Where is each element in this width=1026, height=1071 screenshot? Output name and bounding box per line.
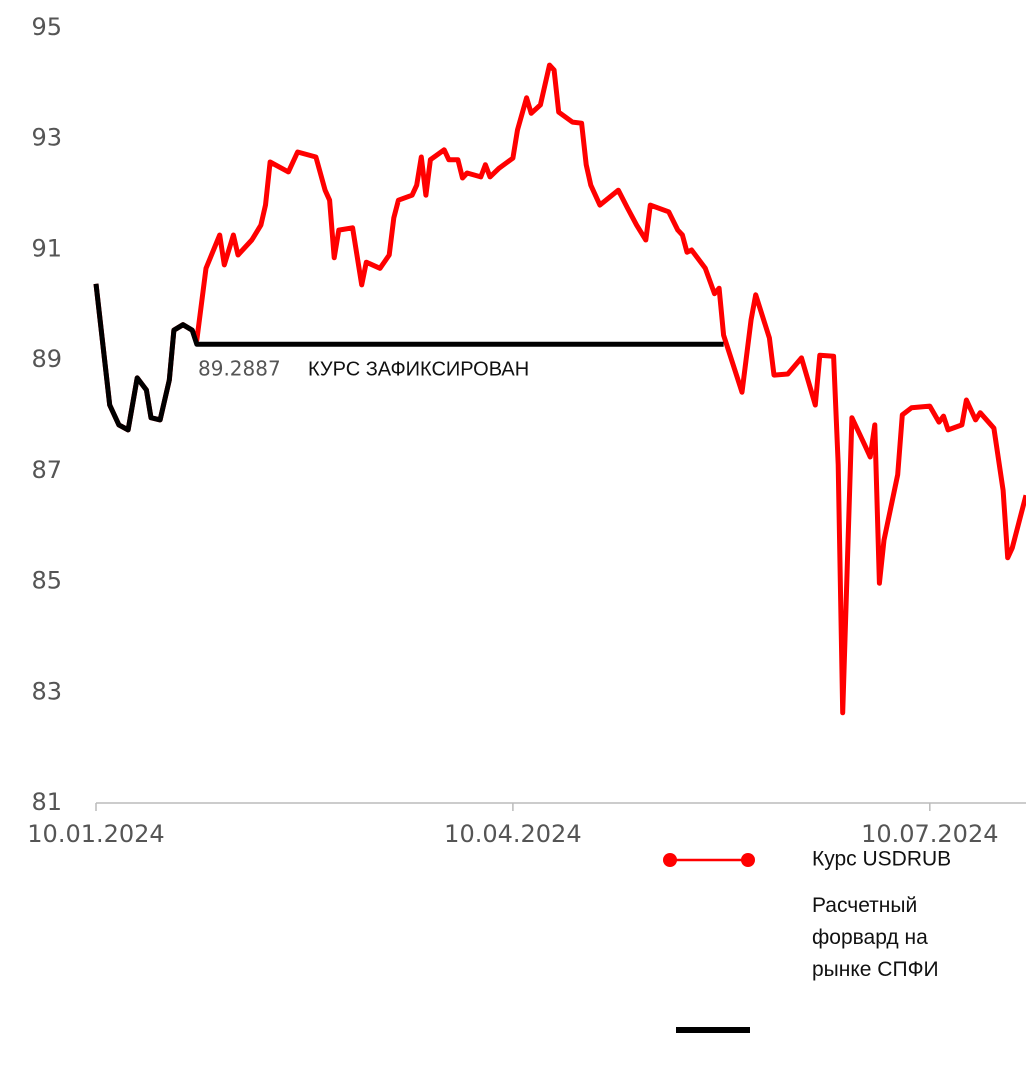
legend-label: Расчетный форвард на рынке СПФИ — [812, 894, 939, 981]
y-tick-label: 81 — [31, 788, 62, 816]
y-tick-label: 89 — [31, 345, 62, 373]
y-tick-label: 83 — [31, 677, 62, 705]
y-tick-label: 95 — [31, 13, 62, 41]
x-tick-label: 10.07.2024 — [861, 820, 998, 848]
legend-swatch — [663, 853, 677, 867]
y-tick-label: 85 — [31, 567, 62, 595]
y-tick-label: 87 — [31, 456, 62, 484]
x-tick-label: 10.04.2024 — [444, 820, 581, 848]
x-tick-label: 10.01.2024 — [27, 820, 164, 848]
annotation-value: 89.2887 — [198, 357, 281, 381]
annotation-text: КУРС ЗАФИКСИРОВАН — [308, 358, 529, 380]
series-line — [93, 62, 1026, 716]
legend-label: Курс USDRUB — [812, 848, 951, 871]
y-tick-label: 91 — [31, 234, 62, 262]
legend-swatch — [741, 853, 755, 867]
y-tick-label: 93 — [31, 124, 62, 152]
series-line — [93, 283, 724, 433]
